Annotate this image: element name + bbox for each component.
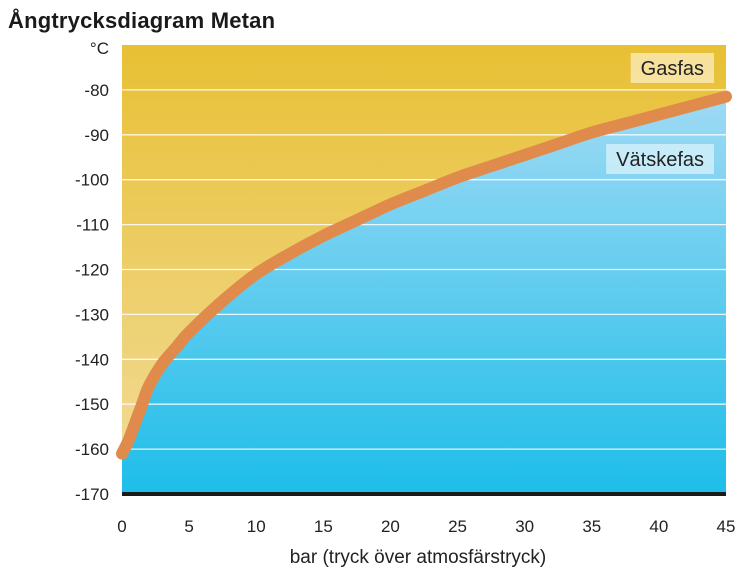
x-tick-label: 30 <box>515 517 534 536</box>
y-tick-label: -120 <box>75 261 109 280</box>
x-axis-title: bar (tryck över atmosfärstryck) <box>290 547 547 568</box>
y-tick-label: -80 <box>84 81 109 100</box>
x-tick-label: 0 <box>117 517 126 536</box>
y-tick-label: -140 <box>75 350 109 369</box>
y-axis-unit-label: °C <box>90 39 109 58</box>
y-tick-label: -170 <box>75 485 109 504</box>
plot-area <box>122 45 726 494</box>
liquid-phase-label-text: Vätskefas <box>616 149 704 171</box>
x-tick-label: 45 <box>717 517 736 536</box>
y-tick-label: -90 <box>84 126 109 145</box>
x-tick-label: 15 <box>314 517 333 536</box>
y-tick-label: -130 <box>75 305 109 324</box>
y-tick-label: -160 <box>75 440 109 459</box>
gas-phase-label: Gasfas <box>630 53 714 83</box>
y-tick-label: -110 <box>76 216 109 235</box>
x-tick-label: 5 <box>184 517 193 536</box>
x-tick-label: 25 <box>448 517 467 536</box>
y-tick-label: -150 <box>75 395 109 414</box>
x-tick-label: 40 <box>649 517 668 536</box>
gas-phase-label-box <box>630 53 714 83</box>
x-tick-label: 35 <box>582 517 601 536</box>
gas-phase-label-text: Gasfas <box>641 58 704 80</box>
x-tick-label: 10 <box>247 517 266 536</box>
y-tick-label: -100 <box>75 171 109 190</box>
x-tick-label: 20 <box>381 517 400 536</box>
liquid-phase-region <box>122 96 726 494</box>
vapor-pressure-curve <box>116 90 732 460</box>
liquid-phase-label-box <box>606 144 714 174</box>
liquid-phase-label: Vätskefas <box>606 144 714 174</box>
chart-title: Ångtrycksdiagram Metan <box>8 8 276 33</box>
